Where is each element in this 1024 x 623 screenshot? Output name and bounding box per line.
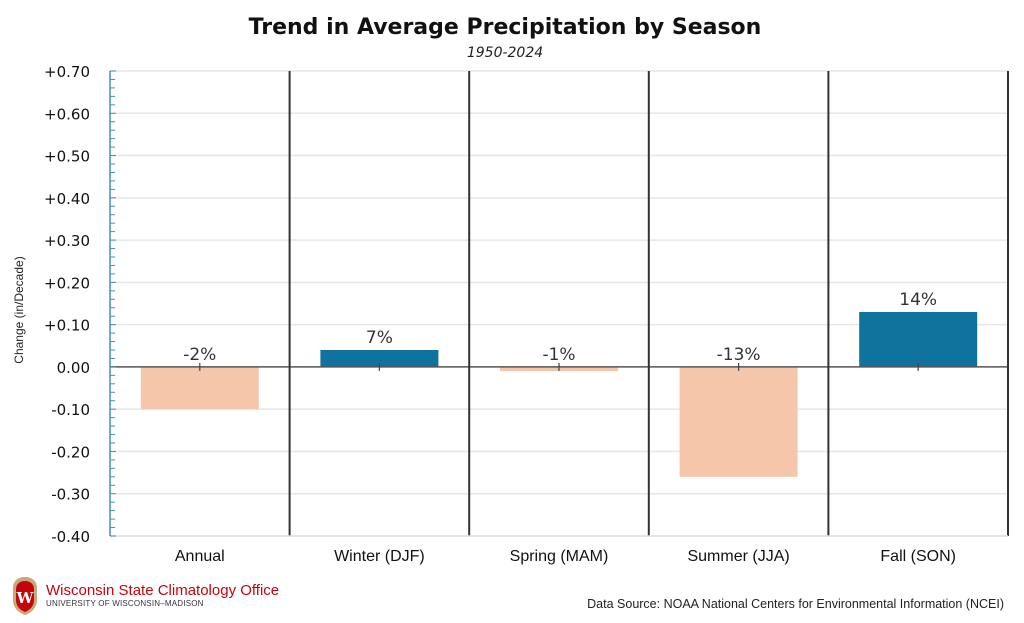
y-tick-label: +0.60 [44, 105, 90, 123]
data-label: -13% [717, 345, 761, 365]
data-label: -2% [183, 345, 216, 365]
y-tick-label: +0.20 [44, 274, 90, 292]
bar-winter-djf [320, 350, 439, 367]
data-label: 14% [899, 290, 937, 310]
org-subtitle: UNIVERSITY OF WISCONSIN–MADISON [46, 599, 204, 608]
x-tick-label: Spring (MAM) [510, 548, 609, 565]
bar-fall-son [859, 311, 978, 367]
labels: +0.70 +0.60 +0.50 +0.40 +0.30 +0.20 +0.10 0.00 -… [44, 63, 956, 565]
wsco-logo[interactable]: W Wisconsin State Climatology Office UNI… [10, 576, 279, 616]
y-tick-label: -0.40 [51, 528, 90, 546]
bars [140, 311, 978, 477]
y-tick-label: -0.20 [51, 443, 90, 461]
y-tick-label: 0.00 [57, 359, 90, 377]
y-tick-label: +0.30 [44, 232, 90, 250]
chart-title: Trend in Average Precipitation by Season [249, 15, 762, 40]
data-label: 7% [366, 328, 393, 348]
y-axis-label: Change (in/Decade) [12, 256, 26, 363]
x-tick-label: Fall (SON) [880, 548, 956, 565]
bar-annual [140, 366, 259, 410]
bar-summer-jja [679, 366, 798, 477]
y-tick-label: -0.30 [51, 486, 90, 504]
x-tick-label: Annual [175, 548, 225, 565]
y-tick-label: +0.70 [44, 63, 90, 81]
y-tick-label: +0.10 [44, 317, 90, 335]
svg-text:W: W [16, 589, 35, 607]
y-tick-label: -0.10 [51, 401, 90, 419]
x-tick-label: Winter (DJF) [334, 548, 425, 565]
data-source: Data Source: NOAA National Centers for E… [587, 597, 1004, 611]
chart-subtitle: 1950-2024 [467, 45, 543, 61]
y-tick-label: +0.50 [44, 148, 90, 166]
data-label: -1% [542, 345, 575, 365]
uw-crest-icon: W [13, 577, 37, 615]
axes [109, 70, 1009, 537]
x-tick-label: Summer (JJA) [687, 548, 789, 565]
gridlines [110, 70, 1008, 537]
org-name: Wisconsin State Climatology Office [46, 582, 280, 599]
y-tick-label: +0.40 [44, 190, 90, 208]
